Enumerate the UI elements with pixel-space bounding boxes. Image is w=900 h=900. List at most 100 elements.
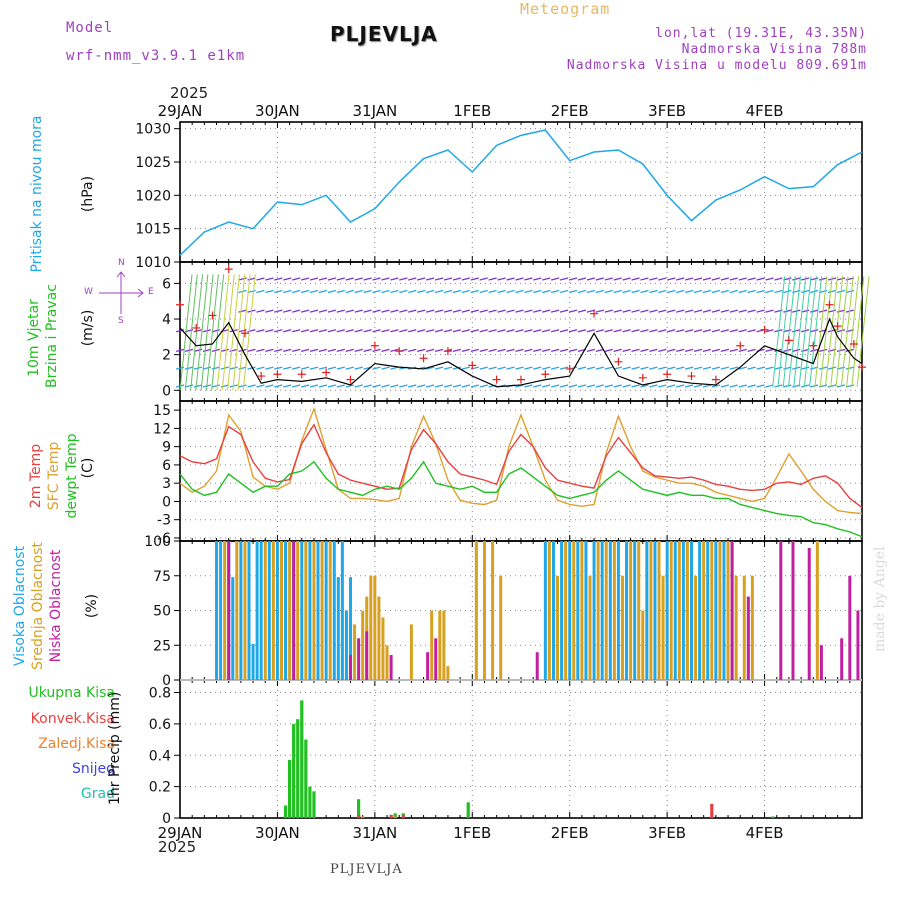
wind-arrow [381, 348, 390, 352]
wind-arrow [836, 329, 846, 333]
wind-arrow [211, 384, 220, 388]
wind-arrow [649, 366, 658, 370]
cloud-high-bar [600, 541, 604, 680]
wind-arrow [676, 348, 685, 352]
wind-arrow [247, 277, 256, 281]
wind-arrow [425, 289, 435, 294]
wind-gust-marker [297, 370, 306, 379]
wind-arrow [738, 384, 747, 388]
wind-arrow [265, 309, 274, 313]
cloud-mid-bar [328, 541, 332, 680]
wind-arrow [676, 329, 685, 333]
x-tick-label-bottom: 3FEB [648, 824, 686, 842]
cloud-high-bar [284, 541, 288, 680]
wind-arrow [354, 348, 363, 352]
wind-arrow [300, 348, 310, 352]
wind-arrow [345, 289, 354, 294]
wind-arrow [586, 348, 596, 352]
wind-arrow [256, 366, 265, 370]
wind-arrow [434, 277, 444, 281]
y-tick-label: 0.6 [149, 717, 171, 733]
cloud-low-bar [426, 652, 430, 680]
wind-gust-marker [736, 341, 745, 350]
cloud-high-bar [344, 610, 348, 680]
wind-arrow [524, 289, 533, 294]
wind-arrow [649, 384, 658, 388]
wind-arrow [345, 329, 354, 333]
wind-arrow [229, 366, 238, 370]
wind-gust-marker [833, 322, 842, 331]
cloud-mid-bar [702, 541, 706, 680]
wind-arrow [524, 348, 533, 352]
wind-arrow [417, 277, 426, 281]
wind-arrow [658, 277, 667, 281]
wind-arrow [390, 348, 399, 352]
wind-gust-marker [687, 372, 696, 381]
cloud-high-bar [316, 541, 320, 680]
wind-arrow [702, 384, 712, 388]
wind-arrow [729, 329, 738, 333]
wind-arrow [417, 329, 426, 333]
x-tick-label-bottom: 30JAN [255, 824, 300, 842]
cloud-high-bar [255, 541, 259, 680]
cloud-mid-bar [320, 541, 324, 680]
wind-arrow [551, 309, 560, 313]
wind-arrow [711, 277, 721, 281]
wind-arrow [729, 384, 738, 388]
wind-gust-marker [711, 375, 720, 384]
wind-arrow [604, 289, 613, 294]
wind-arrow [551, 277, 560, 281]
wind-arrow [488, 309, 497, 313]
wind-arrow [774, 277, 783, 281]
wind-arrow [452, 384, 462, 388]
x-tick-label-top: 1FEB [453, 102, 491, 120]
cloud-mid-bar [750, 575, 754, 680]
wind-arrow [702, 329, 712, 333]
cloud-mid-bar [620, 575, 624, 680]
cloud-high-bar [665, 541, 669, 680]
wind-gust-marker [176, 300, 184, 309]
wind-arrow [711, 309, 721, 313]
wind-arrow [765, 384, 774, 388]
wind-arrow [640, 277, 649, 281]
wind-arrow [783, 329, 792, 333]
wind-arrow [622, 309, 631, 313]
wind-arrow [211, 274, 225, 391]
wind-arrow [676, 384, 685, 388]
wind-arrow [835, 276, 849, 387]
precip-total-bar [312, 791, 316, 818]
wind-arrow [577, 309, 587, 313]
wind-arrow [390, 384, 399, 388]
wind-arrow [274, 366, 283, 370]
wind-arrow [586, 329, 596, 333]
wind-arrow [756, 366, 765, 370]
cloud-high-bar [608, 541, 612, 680]
y-tick-label: 75 [153, 569, 171, 585]
wind-arrow [774, 366, 783, 370]
wind-arrow [551, 329, 560, 333]
wind-arrow [613, 348, 622, 352]
wind-arrow [711, 384, 721, 388]
wind-arrow [667, 384, 676, 388]
wind-arrow [506, 329, 515, 333]
cloud-mid-bar [442, 610, 446, 680]
wind-arrow [256, 289, 265, 294]
wind-arrow [533, 366, 542, 370]
wind-arrow [354, 277, 363, 281]
cloud-high-bar [633, 541, 637, 680]
x-tick-label-bottom: 2FEB [551, 824, 589, 842]
wind-arrow [774, 289, 783, 294]
wind-gust-marker [240, 329, 249, 338]
wind-arrow [729, 348, 738, 352]
wind-arrow [417, 309, 426, 313]
wind-arrow [524, 309, 533, 313]
wind-arrow [175, 348, 185, 352]
y-tick-label: 0 [162, 673, 171, 689]
compass-south: S [118, 316, 124, 326]
wind-arrow [247, 384, 256, 388]
y-tick-label: 0.8 [149, 686, 171, 702]
wind-arrow [756, 309, 765, 313]
wind-arrow [586, 366, 596, 370]
wind-gust-marker [809, 341, 818, 350]
wind-arrow [809, 329, 819, 333]
